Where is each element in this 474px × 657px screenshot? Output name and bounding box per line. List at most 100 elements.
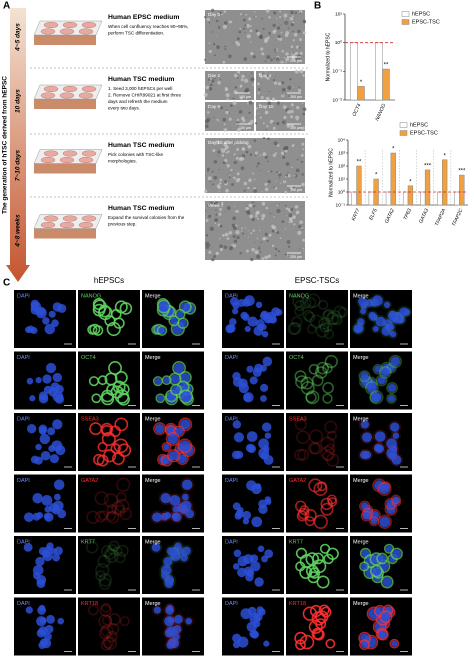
micrograph-texture	[236, 37, 240, 41]
channel-label: DAPI	[17, 539, 30, 545]
micrograph-texture	[231, 183, 235, 186]
plate-well	[59, 28, 75, 35]
marker-signal	[397, 305, 411, 319]
micrograph-texture	[270, 58, 273, 62]
nucleus	[247, 606, 257, 616]
y-tick-label: 10⁰	[335, 40, 342, 46]
nucleus	[32, 492, 43, 504]
nucleus	[235, 450, 244, 459]
nucleus	[262, 356, 273, 367]
micrograph-texture	[236, 147, 240, 151]
micrograph-texture	[259, 116, 262, 119]
marker-signal	[320, 502, 334, 516]
nucleus	[163, 377, 170, 384]
marker-signal	[295, 561, 306, 572]
nucleus	[263, 640, 270, 647]
micrograph-texture	[229, 174, 231, 176]
marker-signal	[98, 626, 112, 640]
nucleus	[389, 330, 397, 338]
marker-signal	[101, 545, 114, 558]
marker-signal	[102, 615, 113, 626]
plate-well	[40, 28, 56, 35]
micrograph-texture	[277, 104, 280, 106]
marker-signal	[116, 477, 131, 492]
marker-signal	[165, 431, 180, 446]
micrograph-texture	[290, 53, 293, 55]
micrograph-texture	[281, 50, 284, 53]
micrograph-texture	[293, 32, 298, 37]
marker-signal	[95, 563, 110, 578]
micrograph-texture	[266, 55, 271, 60]
micrograph-texture	[237, 107, 239, 109]
nucleus	[250, 554, 259, 563]
micrograph-texture	[242, 27, 246, 30]
nucleus	[258, 438, 269, 450]
scale-label: 100 μm	[239, 126, 251, 130]
micrograph-texture	[261, 217, 264, 221]
micrograph-texture	[244, 31, 246, 34]
nucleus	[44, 323, 56, 335]
micrograph	[256, 71, 305, 100]
marker-signal	[180, 477, 195, 492]
nucleus	[182, 546, 191, 556]
micrograph	[205, 10, 305, 64]
micrograph-texture	[302, 19, 306, 23]
nucleus	[173, 362, 185, 374]
micrograph-texture	[219, 244, 223, 248]
legend-swatch	[401, 19, 410, 25]
marker-signal	[100, 639, 112, 651]
marker-signal	[113, 438, 129, 454]
micrograph-texture	[288, 253, 291, 255]
micrograph-texture	[255, 29, 259, 33]
micrograph-texture	[271, 97, 276, 101]
micrograph-texture	[266, 160, 269, 163]
nucleus	[399, 307, 409, 317]
micrograph-texture	[272, 79, 276, 82]
nucleus	[247, 316, 258, 327]
micrograph-texture	[205, 85, 210, 90]
nucleus	[47, 427, 56, 436]
nucleus	[179, 440, 191, 452]
marker-signal	[333, 305, 347, 319]
nucleus	[260, 383, 269, 392]
micrograph-texture	[271, 244, 275, 248]
micrograph-texture	[215, 251, 219, 256]
nucleus	[255, 301, 263, 309]
micrograph-texture	[257, 217, 260, 220]
step-duration: 4~8 weeks	[15, 214, 22, 248]
significance: *	[444, 153, 447, 159]
nucleus	[53, 500, 64, 512]
x-tick-label: ELF5	[368, 208, 379, 222]
marker-signal	[106, 510, 120, 524]
nucleus	[48, 310, 56, 318]
marker-signal	[324, 354, 338, 369]
micrograph-texture	[257, 162, 260, 165]
channel-label: NANOG	[289, 293, 309, 299]
plate-well	[78, 221, 94, 228]
legend-swatch	[399, 130, 408, 136]
nucleus	[362, 512, 370, 520]
nucleus	[33, 572, 41, 580]
micrograph-texture	[235, 210, 238, 213]
micrograph-texture	[284, 228, 286, 230]
micrograph-texture	[207, 214, 212, 218]
micrograph-texture	[228, 231, 233, 235]
plate-well	[62, 215, 78, 222]
marker-signal	[294, 300, 306, 312]
marker-signal	[377, 514, 392, 529]
nucleus	[185, 617, 193, 625]
marker-signal	[106, 544, 118, 555]
micrograph-texture	[226, 206, 231, 210]
nucleus	[372, 295, 383, 306]
nucleus	[185, 509, 195, 519]
marker-signal	[306, 293, 321, 308]
micrograph-texture	[254, 178, 256, 181]
micrograph-texture	[252, 83, 255, 86]
micrograph-texture	[284, 20, 289, 25]
nucleus	[30, 327, 38, 335]
legend-swatch	[401, 11, 410, 17]
step-instruction: Expand the survival colonies from the	[108, 215, 185, 220]
micrograph-texture	[264, 187, 269, 192]
plate-well	[78, 28, 94, 35]
image-label: Day 2	[208, 73, 220, 78]
